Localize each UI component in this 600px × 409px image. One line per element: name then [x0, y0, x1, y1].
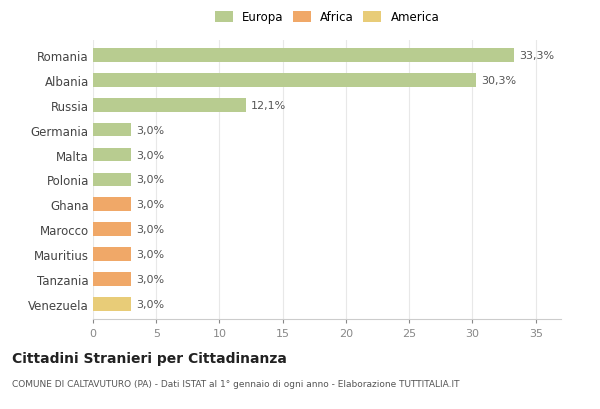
Bar: [93, 74, 476, 88]
Text: 3,0%: 3,0%: [136, 299, 164, 309]
Bar: [93, 173, 131, 187]
Bar: [93, 49, 514, 63]
Text: 3,0%: 3,0%: [136, 150, 164, 160]
Bar: [93, 148, 131, 162]
Text: 3,0%: 3,0%: [136, 200, 164, 210]
Text: Cittadini Stranieri per Cittadinanza: Cittadini Stranieri per Cittadinanza: [12, 351, 287, 365]
Bar: [93, 272, 131, 286]
Text: 33,3%: 33,3%: [519, 51, 554, 61]
Text: COMUNE DI CALTAVUTURO (PA) - Dati ISTAT al 1° gennaio di ogni anno - Elaborazion: COMUNE DI CALTAVUTURO (PA) - Dati ISTAT …: [12, 380, 460, 389]
Bar: [93, 124, 131, 137]
Legend: Europa, Africa, America: Europa, Africa, America: [211, 8, 443, 28]
Text: 3,0%: 3,0%: [136, 249, 164, 259]
Bar: [93, 223, 131, 236]
Bar: [93, 198, 131, 211]
Text: 12,1%: 12,1%: [251, 101, 286, 110]
Text: 30,3%: 30,3%: [481, 76, 517, 85]
Text: 3,0%: 3,0%: [136, 225, 164, 235]
Text: 3,0%: 3,0%: [136, 125, 164, 135]
Text: 3,0%: 3,0%: [136, 274, 164, 284]
Bar: [93, 99, 246, 112]
Bar: [93, 247, 131, 261]
Text: 3,0%: 3,0%: [136, 175, 164, 185]
Bar: [93, 297, 131, 311]
